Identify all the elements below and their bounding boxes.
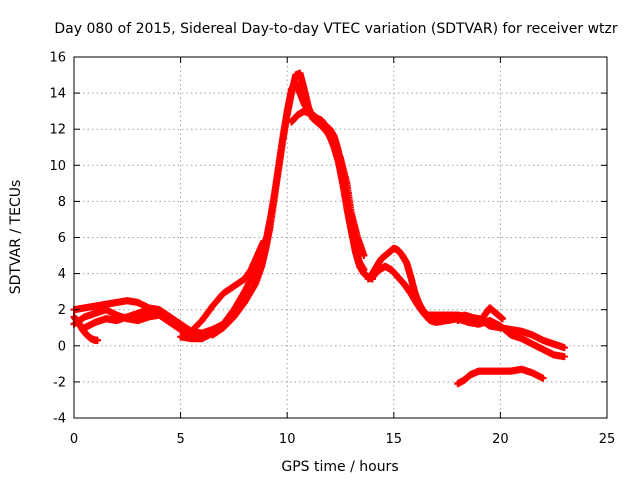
data-layer: [70, 69, 568, 388]
x-tick-label: 25: [599, 432, 616, 447]
y-tick-label: 2: [58, 303, 66, 318]
y-tick-label: 16: [49, 51, 66, 66]
series-4: [81, 306, 185, 332]
series-11: [454, 304, 507, 328]
x-tick-label: 5: [176, 432, 184, 447]
series-9: [364, 244, 568, 352]
data-point: [539, 374, 547, 382]
data-point: [93, 336, 101, 344]
y-tick-label: 8: [58, 195, 66, 210]
x-tick-label: 15: [386, 432, 403, 447]
x-axis: 0 5 10 15 20 25: [70, 57, 615, 447]
y-tick-label: 12: [49, 123, 66, 138]
y-tick-label: 14: [49, 87, 66, 102]
series-6: [209, 69, 368, 339]
data-point: [360, 266, 368, 274]
data-point: [499, 315, 507, 323]
y-tick-label: -2: [53, 375, 66, 390]
y-axis-label: SDTVAR / TECUs: [8, 180, 24, 295]
y-axis: -4 -2 0 2 4 6 8 10 12 14 16: [49, 51, 607, 427]
series-8: [287, 107, 368, 260]
y-tick-label: 0: [58, 339, 66, 354]
x-axis-label: GPS time / hours: [281, 459, 398, 475]
data-point: [360, 252, 368, 260]
data-point: [560, 344, 568, 352]
data-point: [560, 353, 568, 361]
x-tick-label: 10: [279, 432, 296, 447]
y-tick-label: 6: [58, 231, 66, 246]
series-7: [187, 237, 268, 335]
y-tick-label: 10: [49, 159, 66, 174]
data-point: [260, 237, 268, 245]
x-tick-label: 0: [70, 432, 78, 447]
y-tick-label: -4: [53, 412, 66, 427]
y-tick-label: 4: [58, 267, 66, 282]
data-point: [177, 320, 185, 328]
chart-title: Day 080 of 2015, Sidereal Day-to-day VTE…: [54, 21, 618, 37]
series-12: [454, 365, 547, 388]
x-tick-label: 20: [492, 432, 509, 447]
grid: [74, 57, 607, 418]
